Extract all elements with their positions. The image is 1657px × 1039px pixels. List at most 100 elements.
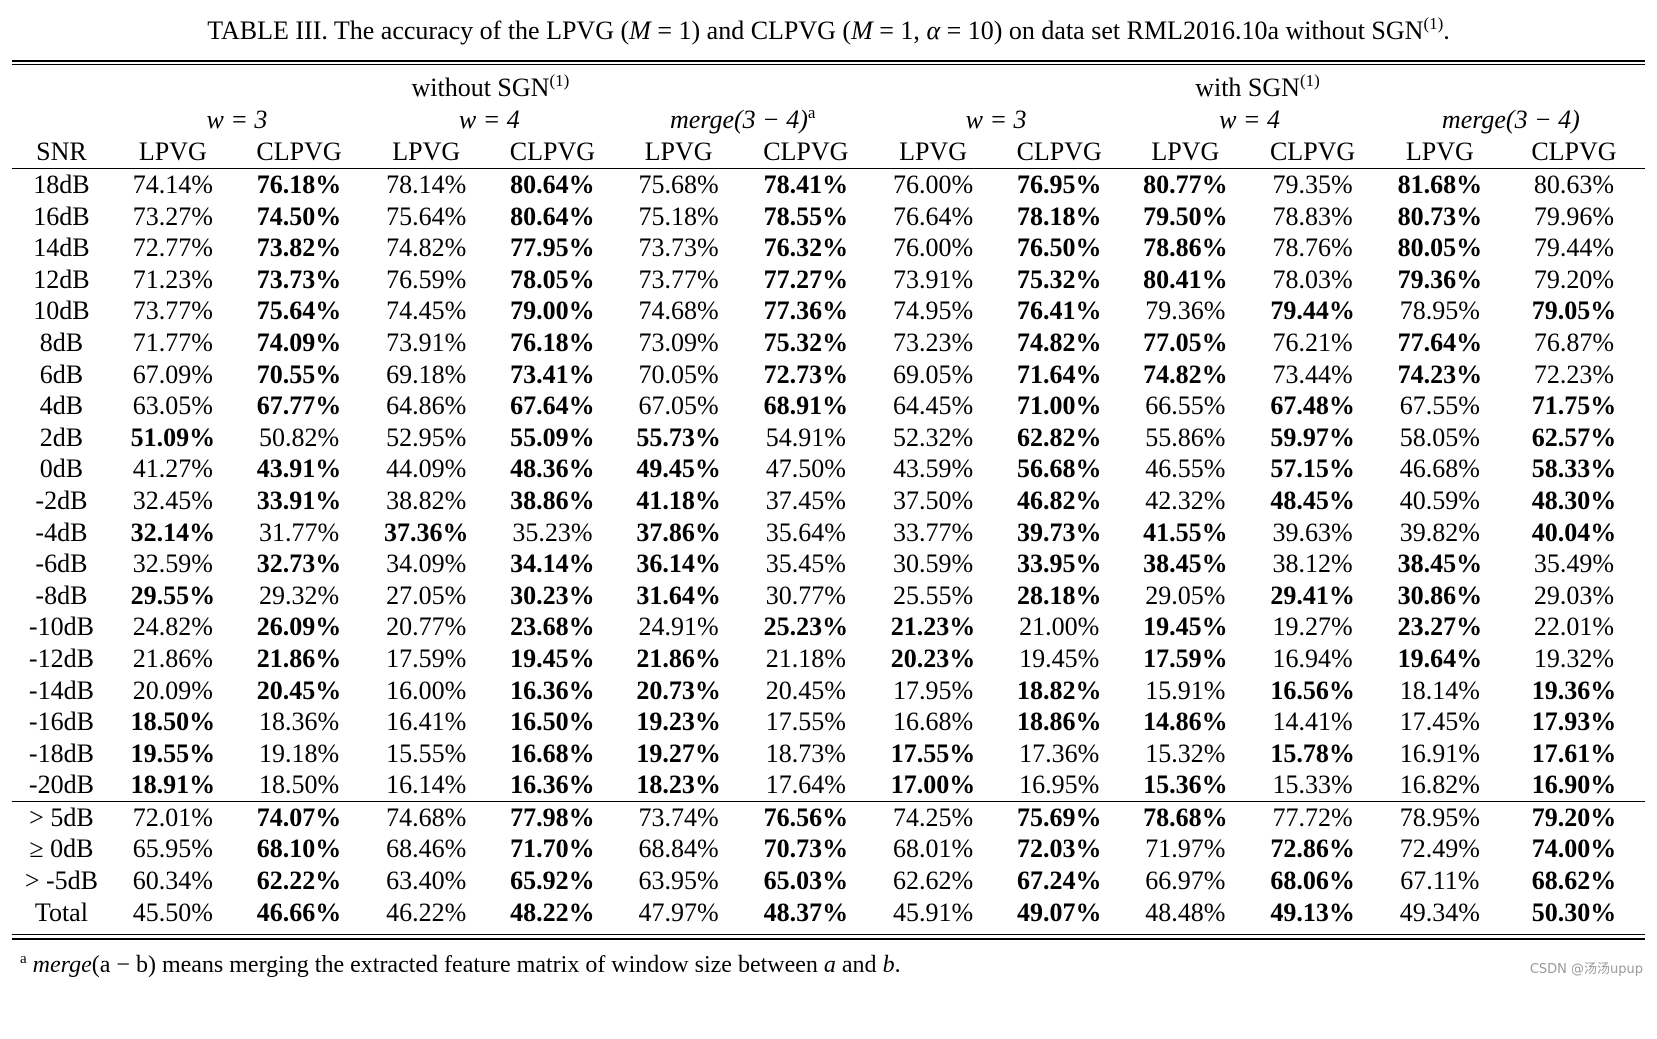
accuracy-cell: 54.91% [765, 422, 846, 452]
accuracy-cell: 29.05% [1145, 580, 1226, 610]
accuracy-cell: 76.95% [996, 167, 1123, 201]
accuracy-cell: 81.68% [1376, 167, 1503, 201]
accuracy-cell: 70.05% [638, 359, 719, 389]
accuracy-cell: 73.91% [386, 327, 467, 357]
accuracy-cell: 19.23% [636, 707, 721, 737]
accuracy-cell: 74.07% [234, 800, 364, 834]
table-row: 4dB 63.05% 67.77% 64.86% 67.64% 67.05% 68.91% 6… [12, 390, 1645, 422]
accuracy-cell: 17.59% [386, 643, 467, 673]
accuracy-cell: 37.36% [383, 517, 469, 547]
accuracy-cell: 43.91% [256, 454, 342, 484]
header-clpvg: CLPVG [763, 137, 849, 166]
accuracy-cell: 35.23% [512, 517, 593, 547]
accuracy-cell: 38.82% [386, 485, 467, 515]
accuracy-cell: 80.63% [1502, 167, 1645, 201]
accuracy-cell: 39.73% [1016, 517, 1102, 547]
accuracy-cell: 76.87% [1533, 327, 1615, 357]
accuracy-cell: 69.05% [892, 359, 974, 389]
table-row: 10dB 73.77% 75.64% 74.45% 79.00% 74.68% 77.36%… [12, 295, 1645, 327]
accuracy-cell: 17.59% [1143, 643, 1228, 673]
accuracy-cell: 78.76% [1272, 233, 1353, 263]
table-row: 16dB 73.27% 74.50% 75.64% 80.64% 75.18% 78.55%… [12, 201, 1645, 233]
accuracy-cell: 18.14% [1399, 675, 1480, 705]
snr-label: > -5dB [24, 866, 98, 896]
table-row: 2dB 51.09% 50.82% 52.95% 55.09% 55.73% 54.91% 5… [12, 422, 1645, 454]
accuracy-cell: 72.77% [132, 233, 213, 263]
accuracy-cell: 46.22% [386, 897, 467, 927]
accuracy-cell: 29.03% [1533, 580, 1615, 610]
accuracy-cell: 72.86% [1270, 834, 1355, 864]
accuracy-cell: 16.36% [510, 675, 595, 705]
accuracy-cell: 50.82% [258, 422, 340, 452]
accuracy-table: without SGN(1) with SGN(1) w = 3 w = 4 m… [12, 72, 1645, 928]
accuracy-cell: 74.50% [256, 201, 342, 231]
accuracy-cell: 46.55% [1145, 454, 1226, 484]
accuracy-cell: 35.49% [1533, 549, 1615, 579]
accuracy-cell: 79.36% [1145, 296, 1226, 326]
accuracy-cell: 43.59% [892, 454, 974, 484]
table-row: -4dB 32.14% 31.77% 37.36% 35.23% 37.86% 35.64%… [12, 517, 1645, 549]
table-row: -10dB 24.82% 26.09% 20.77% 23.68% 24.91% 25.23… [12, 611, 1645, 643]
accuracy-cell: 14.86% [1143, 707, 1228, 737]
table-caption: TABLE III. The accuracy of the LPVG (M =… [207, 14, 1450, 45]
accuracy-cell: 32.45% [132, 485, 213, 515]
accuracy-cell: 80.73% [1397, 201, 1483, 231]
header-row-groups: without SGN(1) with SGN(1) [12, 72, 1645, 104]
accuracy-cell: 40.04% [1531, 517, 1617, 547]
accuracy-cell: 33.91% [256, 485, 342, 515]
accuracy-cell: 48.30% [1531, 485, 1617, 515]
accuracy-cell: 33.77% [892, 517, 974, 547]
accuracy-cell: 55.86% [1145, 422, 1226, 452]
accuracy-cell: 47.97% [638, 897, 719, 927]
snr-label: -8dB [35, 580, 88, 610]
accuracy-cell: 49.34% [1399, 897, 1480, 927]
accuracy-cell: 77.95% [510, 233, 595, 263]
accuracy-cell: 17.61% [1531, 738, 1617, 768]
accuracy-cell: 45.50% [132, 897, 213, 927]
accuracy-cell: 17.95% [892, 675, 974, 705]
accuracy-cell: 63.95% [638, 866, 719, 896]
header-w4: w = 4 [458, 105, 520, 134]
accuracy-cell: 59.97% [1270, 422, 1355, 452]
accuracy-cell: 78.68% [1122, 800, 1249, 834]
accuracy-cell: 17.45% [1399, 707, 1480, 737]
accuracy-cell: 38.45% [1143, 549, 1228, 579]
accuracy-cell: 78.95% [1376, 800, 1503, 834]
accuracy-cell: 48.37% [763, 897, 849, 927]
snr-label: -14dB [28, 675, 94, 705]
accuracy-cell: 17.55% [890, 738, 976, 768]
accuracy-cell: 31.64% [636, 580, 721, 610]
accuracy-cell: 78.03% [1272, 264, 1353, 294]
accuracy-cell: 60.34% [132, 866, 213, 896]
accuracy-cell: 51.09% [130, 422, 216, 452]
group-without-sgn: without SGN(1) [411, 71, 570, 102]
accuracy-cell: 71.77% [132, 327, 213, 357]
accuracy-cell: 79.44% [1270, 296, 1355, 326]
accuracy-cell: 72.01% [110, 800, 235, 834]
table-row: -12dB 21.86% 21.86% 17.59% 19.45% 21.86% 21.18… [12, 643, 1645, 675]
accuracy-cell: 16.68% [510, 738, 595, 768]
header-merge: merge(3 − 4)a [670, 103, 816, 134]
accuracy-cell: 78.86% [1143, 233, 1228, 263]
table-row: -6dB 32.59% 32.73% 34.09% 34.14% 36.14% 35.45%… [12, 548, 1645, 580]
accuracy-cell: 75.18% [638, 201, 719, 231]
accuracy-cell: 78.95% [1399, 296, 1480, 326]
accuracy-cell: 76.59% [386, 264, 467, 294]
accuracy-cell: 69.18% [386, 359, 467, 389]
accuracy-cell: 44.09% [386, 454, 467, 484]
accuracy-cell: 58.05% [1399, 422, 1480, 452]
accuracy-cell: 52.32% [892, 422, 974, 452]
accuracy-cell: 78.41% [741, 167, 870, 201]
accuracy-cell: 48.48% [1145, 897, 1226, 927]
accuracy-cell: 19.45% [1019, 643, 1100, 673]
accuracy-cell: 19.55% [130, 738, 216, 768]
table-row: > 5dB 72.01% 74.07% 74.68% 77.98% 73.74% 76.56… [12, 800, 1645, 834]
table-row: -16dB 18.50% 18.36% 16.41% 16.50% 19.23% 17.55… [12, 706, 1645, 738]
top-rule-2 [12, 64, 1645, 65]
header-row-methods: SNR LPVG CLPVG LPVG CLPVG LPVG CLPVG LPV… [12, 136, 1645, 169]
accuracy-cell: 67.11% [1400, 866, 1480, 896]
accuracy-cell: 77.64% [1397, 327, 1483, 357]
accuracy-cell: 64.45% [892, 391, 974, 421]
accuracy-cell: 74.68% [363, 800, 490, 834]
accuracy-cell: 77.98% [489, 800, 616, 834]
